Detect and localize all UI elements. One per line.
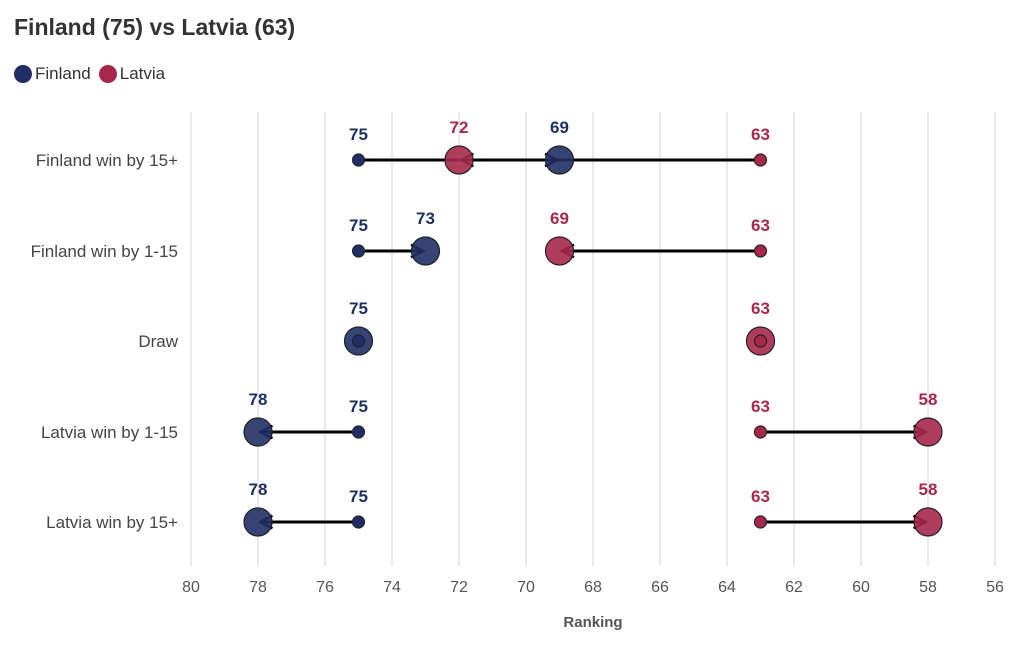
category-label: Latvia win by 15+ <box>46 513 178 532</box>
finland-outcome-point <box>243 417 273 447</box>
legend-latvia-label: Latvia <box>119 64 166 83</box>
latvia-current-point <box>753 425 768 439</box>
latvia-current-point <box>753 334 768 348</box>
x-tick-label: 78 <box>249 579 267 596</box>
finland-outcome-point <box>544 145 575 175</box>
x-tick-label: 76 <box>316 579 334 596</box>
latvia-current-point <box>753 153 768 167</box>
x-tick-label: 72 <box>450 579 468 596</box>
chart-title: Finland (75) vs Latvia (63) <box>14 14 296 40</box>
legend-finland-label: Finland <box>35 64 91 83</box>
latvia-current-point <box>753 244 768 258</box>
latvia-outcome-point <box>444 145 474 175</box>
category-label: Finland win by 1-15 <box>31 242 178 261</box>
finland-current-point <box>351 425 366 439</box>
legend-item-finland[interactable]: Finland <box>14 64 91 84</box>
x-tick-label: 58 <box>919 579 937 596</box>
latvia-current-point <box>753 515 768 529</box>
finland-outcome-label: 73 <box>416 209 435 228</box>
category-label: Finland win by 15+ <box>36 151 178 170</box>
finland-outcome-label: 78 <box>249 480 268 499</box>
x-tick-label: 64 <box>718 579 736 596</box>
finland-current-point <box>351 153 366 167</box>
finland-current-label: 75 <box>349 125 368 144</box>
finland-outcome-label: 78 <box>249 390 268 409</box>
x-tick-label: 74 <box>383 579 401 596</box>
category-label: Draw <box>138 332 178 351</box>
finland-current-label: 75 <box>349 397 368 416</box>
latvia-outcome-label: 58 <box>919 480 938 499</box>
x-tick-label: 66 <box>651 579 669 596</box>
latvia-outcome-label: 58 <box>919 390 938 409</box>
latvia-current-label: 63 <box>751 397 770 416</box>
latvia-outcome-point <box>913 507 943 537</box>
x-axis-label: Ranking <box>563 614 622 631</box>
x-tick-label: 60 <box>852 579 870 596</box>
latvia-outcome-label: 72 <box>450 118 469 137</box>
latvia-current-label: 63 <box>751 487 770 506</box>
x-tick-label: 62 <box>785 579 803 596</box>
x-tick-label: 56 <box>986 579 1004 596</box>
latvia-current-label: 63 <box>751 216 770 235</box>
latvia-outcome-label: 69 <box>550 209 569 228</box>
finland-current-point <box>351 334 366 348</box>
legend-item-latvia[interactable]: Latvia <box>98 64 166 84</box>
finland-value-label: 75 <box>349 299 368 318</box>
x-tick-label: 70 <box>517 579 535 596</box>
finland-outcome-label: 69 <box>550 118 569 137</box>
finland-outcome-point <box>243 507 273 537</box>
latvia-outcome-point <box>913 417 943 447</box>
finland-current-label: 75 <box>349 216 368 235</box>
category-label: Latvia win by 1-15 <box>41 423 178 442</box>
finland-current-point <box>351 515 366 529</box>
x-tick-label: 80 <box>182 579 200 596</box>
finland-outcome-point <box>410 236 441 266</box>
finland-current-label: 75 <box>349 487 368 506</box>
latvia-outcome-point <box>544 236 575 266</box>
legend: Finland Latvia <box>14 64 173 84</box>
latvia-current-label: 63 <box>751 125 770 144</box>
legend-finland-dot-icon <box>14 65 32 83</box>
finland-current-point <box>351 244 366 258</box>
legend-latvia-dot-icon <box>98 65 117 83</box>
x-tick-label: 68 <box>584 579 602 596</box>
latvia-value-label: 63 <box>751 299 770 318</box>
